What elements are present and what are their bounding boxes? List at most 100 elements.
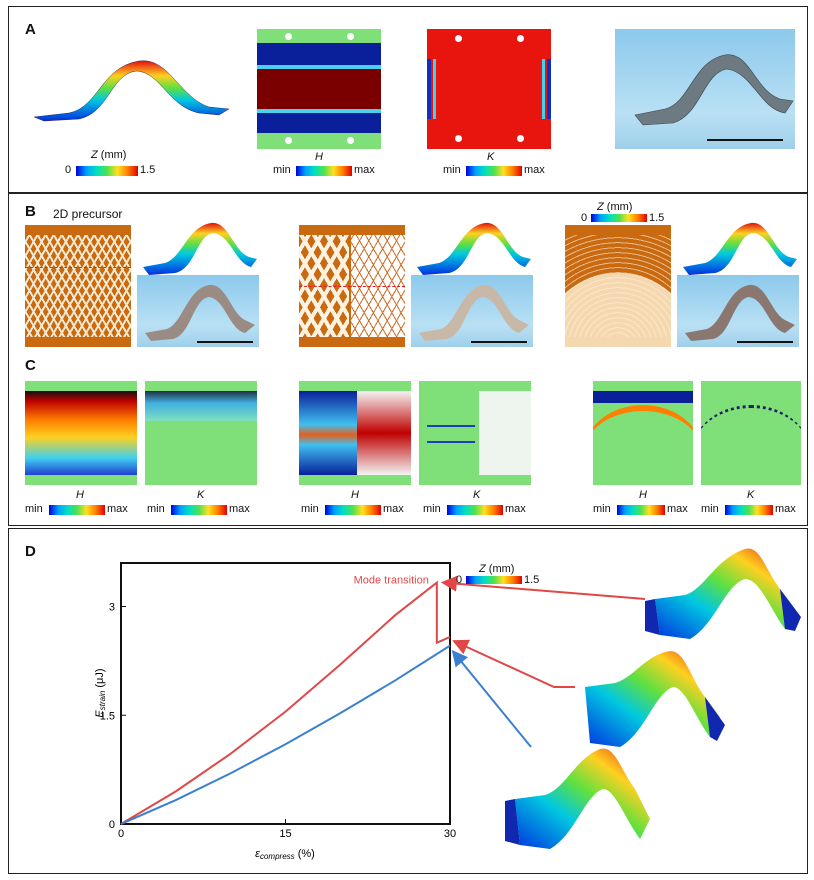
- panel-a-k-colorbar: [466, 166, 522, 176]
- c-map-h-1: [25, 381, 137, 485]
- x-axis-label: εcompress (%): [255, 848, 315, 861]
- scale-bar: [197, 341, 253, 343]
- photo-sheet: [634, 54, 794, 126]
- panel-d-label: D: [25, 543, 36, 560]
- c-k3-title: K: [747, 489, 755, 501]
- y-tick-label: 0: [109, 819, 115, 831]
- panel-b-z-title: Z (mm): [597, 201, 632, 213]
- c-h2-max: max: [383, 503, 404, 515]
- panel-a-3d-surface: [33, 60, 230, 122]
- panel-a-z-min: 0: [65, 164, 72, 176]
- x-tick-label: 0: [118, 828, 124, 840]
- c-map-k-2: [419, 381, 531, 485]
- c-k2-colorbar: [447, 505, 503, 515]
- red-series-line: [120, 580, 451, 825]
- panel-d: D 0 15 30 0 1.5 3 Mode transition εcompress (…: [8, 528, 808, 874]
- panel-d-z-min: 0: [456, 574, 463, 586]
- z-var: Z: [479, 563, 486, 575]
- panel-a-k-max: max: [524, 164, 545, 176]
- lattice-3d-3: [683, 222, 797, 275]
- arrow-middle: [452, 639, 575, 688]
- c-h1-max: max: [107, 503, 128, 515]
- photo-sheet-2: [419, 284, 529, 341]
- c-h1-title: H: [76, 489, 84, 501]
- lattice-photo-1: [137, 275, 259, 347]
- c-k3-colorbar: [725, 505, 773, 515]
- c-h2-colorbar: [325, 505, 381, 515]
- c-h3-min: min: [593, 503, 611, 515]
- arrow-bottom: [451, 649, 532, 748]
- lattice-photo-2: [411, 275, 533, 347]
- c-map-k-3: [701, 381, 801, 485]
- inset-3d-top: [645, 548, 801, 639]
- c-h2-min: min: [301, 503, 319, 515]
- z-unit: (mm): [603, 201, 633, 213]
- precursor-caption: 2D precursor: [53, 207, 123, 221]
- scale-bar: [471, 341, 527, 343]
- panel-a-k-min: min: [443, 164, 461, 176]
- panel-a-z-max: 1.5: [140, 164, 156, 176]
- panel-a-h-colorbar: [296, 166, 352, 176]
- precursor-plate-3: [565, 225, 671, 347]
- c-k1-min: min: [147, 503, 165, 515]
- z-unit: (mm): [97, 149, 127, 161]
- c-k3-max: max: [775, 503, 796, 515]
- z-var: Z: [597, 201, 604, 213]
- panel-a-z-title: Z (mm): [91, 149, 126, 161]
- lattice-3d-2: [417, 222, 531, 275]
- c-h3-colorbar: [617, 505, 665, 515]
- c-k1-max: max: [229, 503, 250, 515]
- panel-d-z-colorbar: [466, 576, 522, 584]
- lattice-photo-3: [677, 275, 799, 347]
- scale-bar: [737, 341, 793, 343]
- panel-a-photo: [615, 29, 795, 149]
- z-unit: (mm): [485, 563, 515, 575]
- panel-a-z-colorbar: [76, 166, 138, 176]
- c-k1-colorbar: [171, 505, 227, 515]
- panel-d-z-title: Z (mm): [479, 563, 514, 575]
- panel-a-label: A: [25, 21, 36, 38]
- precursor-plate-1: [25, 225, 131, 347]
- x-tick-label: 30: [444, 828, 456, 840]
- c-k2-title: K: [473, 489, 481, 501]
- c-h3-title: H: [639, 489, 647, 501]
- c-map-k-1: [145, 381, 257, 485]
- c-h1-min: min: [25, 503, 43, 515]
- y-tick-label: 1.5: [100, 710, 115, 722]
- c-map-h-2: [299, 381, 411, 485]
- inset-3d-bottom: [505, 748, 650, 849]
- c-map-h-3: [593, 381, 693, 485]
- mode-transition-label: Mode transition: [354, 575, 429, 587]
- panel-a-k-map: [427, 29, 551, 149]
- x-tick-label: 15: [279, 828, 291, 840]
- c-h2-title: H: [351, 489, 359, 501]
- panel-a-h-title: H: [315, 151, 323, 163]
- panel-a-h-map: [257, 29, 381, 149]
- panel-a-h-max: max: [354, 164, 375, 176]
- panel-c-label: C: [25, 357, 36, 374]
- c-k2-min: min: [423, 503, 441, 515]
- c-k2-max: max: [505, 503, 526, 515]
- blue-series-line: [120, 644, 451, 825]
- panel-a-k-title: K: [487, 151, 495, 163]
- arrow-top: [440, 575, 646, 600]
- inset-3d-middle: [585, 651, 725, 747]
- panel-b-label: B: [25, 203, 36, 220]
- y-tick-label: 3: [109, 602, 115, 614]
- photo-sheet-3: [685, 284, 795, 341]
- c-h3-max: max: [667, 503, 688, 515]
- c-k3-min: min: [701, 503, 719, 515]
- y-axis-label: Estrain (μJ): [94, 668, 107, 717]
- c-k1-title: K: [197, 489, 205, 501]
- photo-sheet-1: [145, 284, 255, 341]
- c-h1-colorbar: [49, 505, 105, 515]
- panel-a: A Z (mm) 0 1.5 H min max: [8, 6, 808, 194]
- scale-bar: [707, 139, 783, 141]
- panel-d-z-max: 1.5: [524, 574, 540, 586]
- panel-b-z-colorbar: [591, 214, 647, 222]
- precursor-plate-2: [299, 225, 405, 347]
- panel-b-z-min: 0: [581, 212, 588, 224]
- energy-chart: 0 15 30 0 1.5 3 Mode transition εcompress (%)…: [94, 562, 646, 861]
- z-var: Z: [91, 149, 98, 161]
- panel-a-h-min: min: [273, 164, 291, 176]
